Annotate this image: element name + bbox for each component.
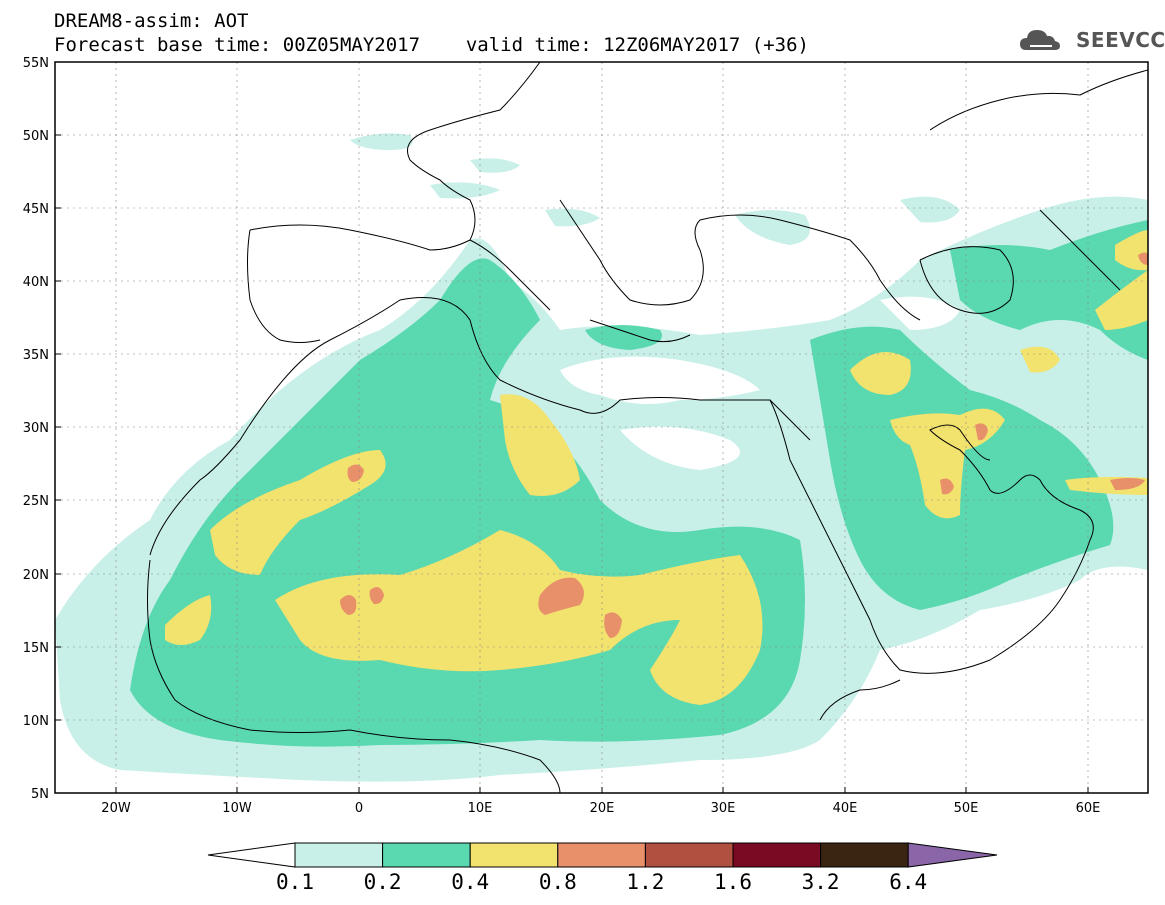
lat-tick-label: 30N	[23, 421, 49, 436]
aot-level-0-8	[340, 252, 1148, 638]
lon-tick-label: 30E	[711, 801, 736, 816]
colorbar-swatch	[820, 842, 909, 868]
lat-tick-label: 5N	[31, 787, 49, 802]
colorbar-swatch	[382, 842, 471, 868]
base-time: Forecast base time: 00Z05MAY2017	[54, 34, 421, 56]
colorbar-label: 0.4	[451, 870, 490, 894]
lon-tick-label: 40E	[833, 801, 858, 816]
forecast-times: Forecast base time: 00Z05MAY2017 valid t…	[54, 34, 809, 56]
cloud-icon	[1020, 30, 1060, 50]
lon-tick-label: 20E	[590, 801, 615, 816]
lat-tick-label: 10N	[23, 714, 49, 729]
colorbar-swatch	[294, 842, 384, 868]
lat-tick-label: 55N	[23, 56, 49, 71]
aot-level-0-4	[165, 230, 1148, 705]
colorbar-swatch	[644, 842, 734, 868]
lat-tick-label: 35N	[23, 348, 49, 363]
aot-field	[55, 133, 1148, 782]
colorbar	[207, 842, 998, 868]
colorbar-swatch	[557, 842, 646, 868]
coastlines	[147, 62, 1148, 793]
lat-axis: 55N 50N 45N 40N 35N 30N 25N 20N 15N 10N 5N	[23, 56, 61, 802]
lon-axis: 20W 10W 0 10E 20E 30E 40E 50E 60E	[101, 787, 1100, 816]
colorbar-label: 0.1	[276, 870, 314, 894]
valid-time: valid time: 12Z06MAY2017 (+36)	[465, 34, 809, 56]
colorbar-label: 0.2	[363, 870, 402, 894]
colorbar-low-arrow	[207, 842, 296, 868]
colorbar-label: 1.2	[626, 870, 665, 894]
lat-tick-label: 50N	[23, 129, 49, 144]
logo-text: SEEVCCC	[1076, 28, 1165, 52]
lon-tick-label: 10E	[468, 801, 493, 816]
lat-tick-label: 15N	[23, 641, 49, 656]
colorbar-label: 0.8	[538, 870, 577, 894]
lat-tick-label: 40N	[23, 275, 49, 290]
graticule	[55, 62, 1148, 793]
colorbar-label: 1.6	[714, 870, 752, 894]
lon-tick-label: 0	[355, 801, 363, 816]
map-title: DREAM8-assim: AOT	[54, 10, 249, 32]
colorbar-swatch	[732, 842, 822, 868]
colorbar-high-arrow	[907, 842, 998, 868]
lon-tick-label: 20W	[101, 801, 131, 816]
lat-tick-label: 20N	[23, 568, 49, 583]
lon-tick-label: 10W	[222, 801, 252, 816]
colorbar-label: 6.4	[889, 870, 928, 894]
colorbar-label: 3.2	[801, 870, 840, 894]
lon-tick-label: 60E	[1076, 801, 1101, 816]
lat-tick-label: 45N	[23, 202, 49, 217]
lon-tick-label: 50E	[954, 801, 979, 816]
lat-tick-label: 25N	[23, 494, 49, 509]
colorbar-swatch	[469, 842, 559, 868]
